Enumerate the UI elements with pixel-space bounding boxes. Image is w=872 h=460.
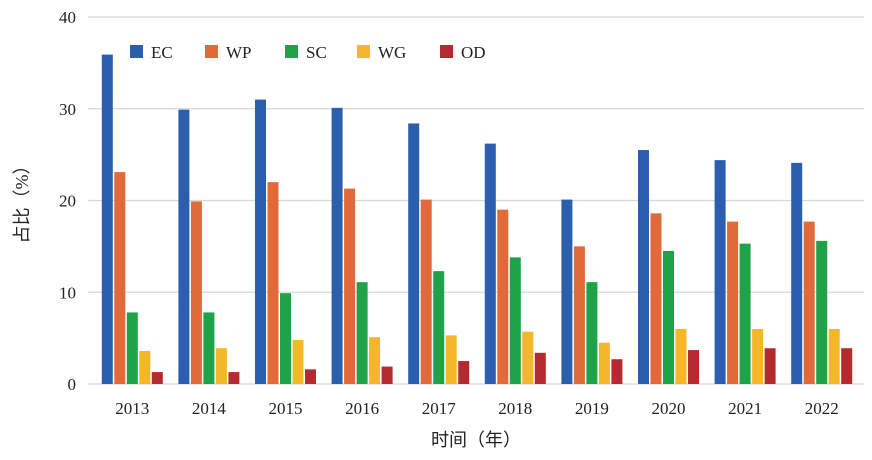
- x-tick-label: 2019: [575, 399, 609, 418]
- bar-sc-2019: [586, 282, 598, 384]
- bars: [101, 54, 853, 385]
- x-tick-label: 2014: [192, 399, 227, 418]
- bar-sc-2017: [433, 271, 445, 384]
- y-axis-title: 占比（%）: [12, 157, 32, 244]
- x-tick-label: 2013: [115, 399, 149, 418]
- bar-ec-2018: [484, 143, 496, 384]
- bar-ec-2014: [178, 109, 190, 384]
- bar-ec-2015: [255, 99, 266, 384]
- bar-sc-2021: [739, 243, 751, 384]
- legend-label-wg: WG: [378, 43, 406, 62]
- bar-wp-2022: [803, 221, 815, 384]
- bar-sc-2013: [126, 312, 138, 384]
- bar-wg-2020: [675, 328, 687, 384]
- bar-wp-2019: [573, 246, 585, 384]
- legend-label-sc: SC: [306, 43, 327, 62]
- x-tick-label: 2020: [652, 399, 686, 418]
- legend-swatch-sc: [285, 45, 298, 58]
- x-tick-label: 2016: [345, 399, 379, 418]
- bar-od-2019: [611, 359, 623, 384]
- bar-sc-2016: [356, 282, 368, 384]
- y-tick-label: 40: [59, 8, 76, 27]
- bar-wp-2020: [650, 213, 662, 384]
- y-tick-label: 0: [68, 375, 77, 394]
- bar-od-2016: [381, 366, 393, 384]
- x-axis-title: 时间（年）: [431, 430, 521, 450]
- bar-ec-2022: [791, 162, 803, 384]
- bar-od-2014: [228, 372, 240, 384]
- bar-sc-2014: [203, 312, 215, 384]
- bar-wg-2019: [598, 342, 610, 384]
- legend-label-wp: WP: [226, 43, 252, 62]
- bar-od-2021: [764, 348, 776, 384]
- bar-sc-2018: [509, 257, 521, 384]
- x-tick-label: 2017: [422, 399, 457, 418]
- bar-ec-2017: [408, 123, 420, 385]
- bar-ec-2013: [101, 54, 113, 385]
- legend-swatch-wp: [205, 45, 218, 58]
- legend-label-ec: EC: [151, 43, 173, 62]
- bar-wp-2017: [420, 199, 432, 384]
- bar-wg-2015: [292, 339, 304, 384]
- bar-wg-2014: [215, 348, 227, 384]
- x-tick-label: 2022: [805, 399, 839, 418]
- bar-wg-2018: [522, 331, 534, 384]
- bar-sc-2015: [280, 293, 291, 384]
- legend-label-od: OD: [461, 43, 486, 62]
- bar-ec-2016: [331, 107, 343, 385]
- bar-od-2015: [305, 369, 316, 384]
- bar-wp-2016: [344, 188, 356, 384]
- bar-sc-2020: [663, 250, 674, 384]
- x-tick-label: 2018: [498, 399, 532, 418]
- bar-wp-2018: [497, 209, 509, 384]
- bar-od-2018: [534, 352, 546, 384]
- y-tick-label: 30: [59, 100, 76, 119]
- bar-wg-2016: [369, 337, 381, 384]
- y-tick-label: 10: [59, 283, 76, 302]
- legend-swatch-wg: [357, 45, 370, 58]
- bar-ec-2019: [561, 199, 573, 384]
- x-tick-label: 2021: [728, 399, 762, 418]
- bar-wg-2022: [828, 328, 840, 384]
- legend: EC WP SC WG OD: [130, 43, 486, 62]
- bar-od-2013: [151, 372, 163, 384]
- bar-sc-2022: [816, 240, 828, 384]
- bar-wp-2013: [114, 172, 126, 384]
- bar-wg-2017: [445, 335, 457, 384]
- bar-wg-2021: [752, 328, 764, 384]
- bar-od-2020: [688, 350, 699, 384]
- x-tick-label: 2015: [269, 399, 303, 418]
- bar-ec-2021: [714, 160, 726, 384]
- bar-wp-2014: [190, 201, 202, 384]
- y-tick-labels: 0 10 20 30 40: [59, 8, 76, 394]
- bar-wp-2015: [267, 182, 279, 384]
- bar-ec-2020: [638, 150, 649, 384]
- legend-swatch-ec: [130, 45, 143, 58]
- bar-od-2022: [841, 348, 853, 384]
- x-tick-labels: 2013 2014 2015 2016 2017 2018 2019 2020 2021 2022: [115, 399, 838, 418]
- bar-od-2017: [458, 361, 470, 384]
- y-tick-label: 20: [59, 192, 76, 211]
- bar-wg-2013: [139, 350, 151, 384]
- legend-swatch-od: [440, 45, 453, 58]
- bar-wp-2021: [727, 221, 739, 384]
